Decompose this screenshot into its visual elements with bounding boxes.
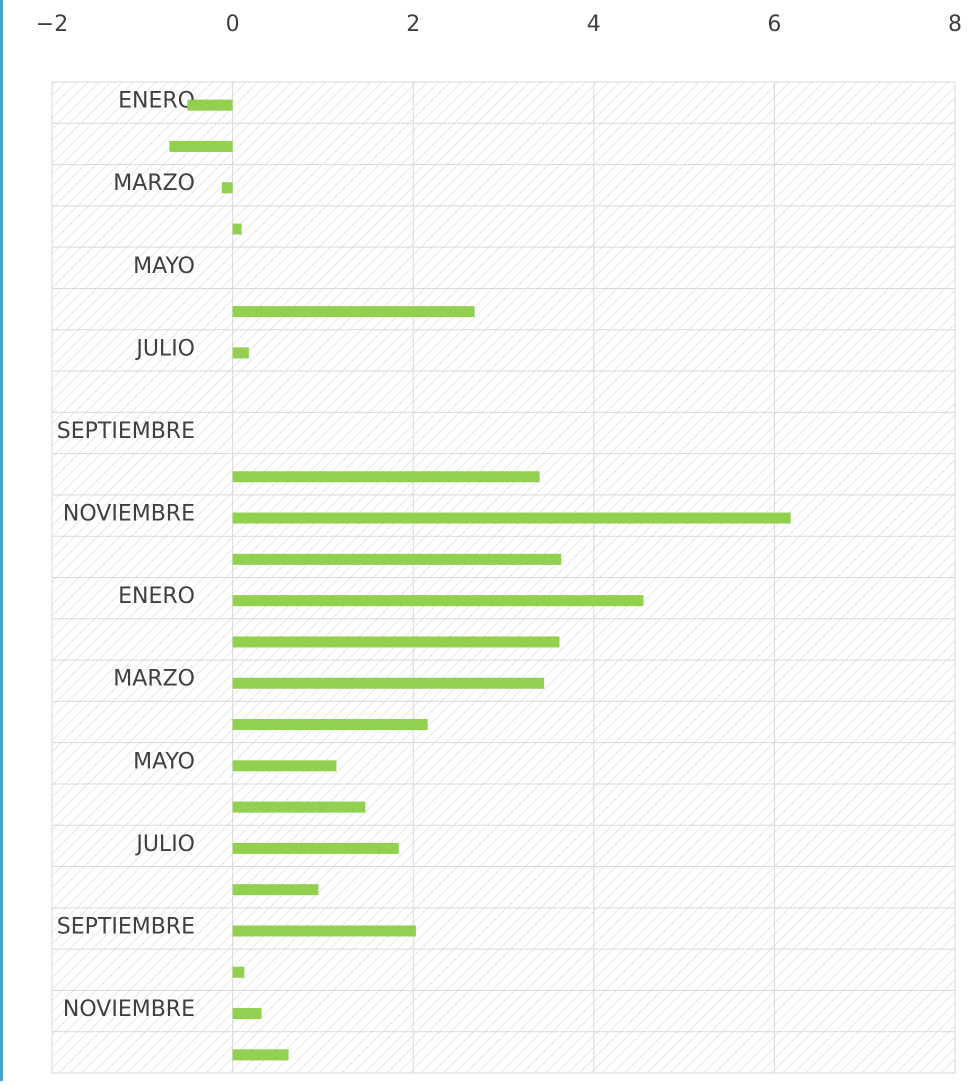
bar	[232, 595, 644, 607]
x-tick-label: 6	[767, 12, 781, 37]
x-tick-label: 4	[587, 12, 601, 37]
x-tick-label: 8	[948, 12, 962, 37]
bar	[232, 1008, 262, 1020]
bar	[232, 636, 560, 648]
bar	[232, 223, 242, 235]
bar	[232, 306, 475, 318]
bar	[232, 553, 562, 565]
bar	[232, 801, 366, 813]
y-tick-label: ENERO	[118, 584, 195, 609]
y-tick-label: MAYO	[133, 254, 195, 279]
bar	[232, 347, 249, 359]
bar	[232, 966, 245, 978]
y-tick-label: NOVIEMBRE	[63, 997, 195, 1022]
bar	[232, 925, 416, 937]
y-tick-label: JULIO	[134, 336, 195, 361]
bar	[232, 760, 337, 772]
x-tick-label: −2	[36, 12, 68, 37]
y-tick-label: NOVIEMBRE	[63, 502, 195, 527]
x-tick-label: 2	[406, 12, 420, 37]
bar	[232, 884, 319, 896]
y-tick-label: MARZO	[113, 171, 195, 196]
y-tick-label: SEPTIEMBRE	[57, 914, 195, 939]
bar	[232, 842, 399, 854]
bar	[221, 182, 233, 194]
bar	[232, 1049, 289, 1061]
y-tick-label: SEPTIEMBRE	[57, 419, 195, 444]
x-tick-label: 0	[226, 12, 240, 37]
y-tick-label: MARZO	[113, 667, 195, 692]
bar	[232, 677, 545, 689]
y-tick-label: ENERO	[118, 89, 195, 114]
bar	[187, 99, 233, 111]
bar	[169, 140, 233, 152]
bar	[232, 719, 428, 731]
bar	[232, 512, 791, 524]
y-tick-label: JULIO	[134, 832, 195, 857]
left-edge	[0, 0, 3, 1081]
bar	[232, 471, 540, 483]
y-tick-label: MAYO	[133, 749, 195, 774]
